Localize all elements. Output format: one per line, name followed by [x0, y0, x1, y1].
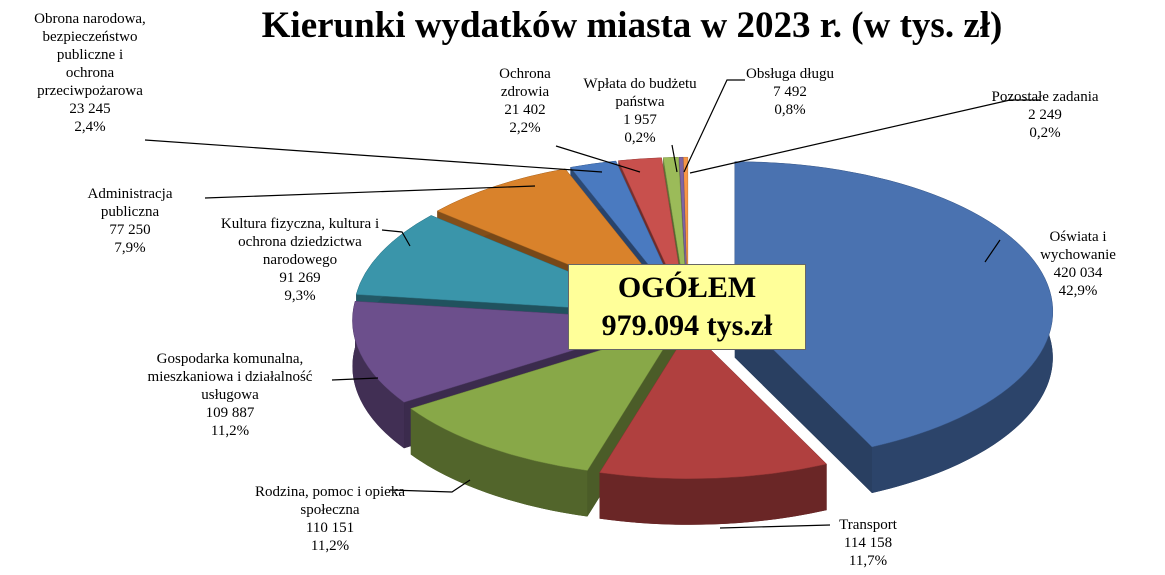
- percent-label: 42,9%: [1058, 283, 1098, 299]
- leader-line: [144, 139, 603, 173]
- category-name: Ochrona zdrowia: [499, 66, 551, 100]
- percent-label: 2,4%: [74, 119, 106, 135]
- slice-top: [410, 326, 678, 471]
- percent-label: 11,2%: [310, 538, 350, 554]
- total-value: 979.094 tys.zł: [601, 309, 773, 342]
- category-name: Wpłata do budżetu państwa: [583, 76, 697, 110]
- slice: [734, 161, 1054, 493]
- data-label: Oświata i wychowanie 420 034 42,9%: [1035, 228, 1122, 300]
- leader-line: [204, 185, 536, 199]
- slice-edge: [734, 311, 873, 493]
- value-label: 420 034: [1053, 265, 1103, 281]
- category-name: Oświata i wychowanie: [1040, 229, 1116, 263]
- category-name: Kultura fizyczna, kultura i ochrona dzie…: [220, 216, 380, 268]
- percent-label: 9,3%: [284, 288, 316, 304]
- slice-side: [352, 301, 405, 449]
- percent-label: 0,2%: [1029, 125, 1061, 141]
- value-label: 91 269: [279, 270, 321, 286]
- total-heading: OGÓŁEM: [617, 271, 757, 304]
- percent-label: 0,8%: [774, 102, 806, 118]
- chart-title: Kierunki wydatków miasta w 2023 r. (w ty…: [261, 5, 1003, 46]
- slice-top: [734, 161, 1054, 448]
- data-label: Wpłata do budżetu państwa 1 957 0,2%: [583, 75, 696, 147]
- percent-label: 0,2%: [624, 130, 656, 146]
- data-label: Ochrona zdrowia 21 402 2,2%: [499, 65, 551, 137]
- slice: [599, 328, 828, 525]
- leader-line: [381, 229, 411, 247]
- category-name: Transport: [839, 517, 897, 533]
- category-name: Gospodarka komunalna, mieszkaniowa i dzi…: [147, 351, 313, 403]
- value-label: 23 245: [69, 101, 111, 117]
- leader-line: [683, 79, 745, 173]
- category-name: Obsługa długu: [746, 66, 834, 82]
- leader-line: [389, 479, 471, 493]
- total-box: OGÓŁEM 979.094 tys.zł: [568, 264, 806, 350]
- value-label: 21 402: [504, 102, 546, 118]
- data-label: Gospodarka komunalna, mieszkaniowa i dzi…: [148, 350, 313, 440]
- value-label: 114 158: [843, 535, 893, 551]
- percent-label: 11,2%: [210, 423, 250, 439]
- percent-label: 2,2%: [509, 120, 541, 136]
- data-label: Rodzina, pomoc i opieka społeczna 110 151…: [255, 483, 405, 555]
- percent-label: 7,9%: [114, 240, 146, 256]
- slice-top: [599, 328, 828, 480]
- data-label: Pozostałe zadania 2 249 0,2%: [991, 88, 1098, 142]
- value-label: 7 492: [773, 84, 807, 100]
- data-label: Obrona narodowa, bezpieczeństwo publiczn…: [34, 10, 146, 136]
- value-label: 77 250: [109, 222, 151, 238]
- leader-line: [719, 524, 831, 529]
- value-label: 1 957: [623, 112, 657, 128]
- value-label: 109 887: [205, 405, 255, 421]
- leader-line: [555, 145, 641, 173]
- data-label: Administracja publiczna 77 250 7,9%: [88, 185, 173, 257]
- leader-line: [689, 99, 1040, 174]
- leader-line: [331, 377, 379, 381]
- slice-side: [410, 408, 588, 517]
- data-label: Kultura fizyczna, kultura i ochrona dzie…: [221, 215, 379, 305]
- category-name: Obrona narodowa, bezpieczeństwo publiczn…: [34, 11, 146, 99]
- value-label: 110 151: [305, 520, 355, 536]
- slice-side: [599, 464, 827, 525]
- category-name: Administracja publiczna: [87, 186, 173, 220]
- data-label: Transport 114 158 11,7%: [839, 516, 897, 570]
- percent-label: 11,7%: [848, 553, 888, 569]
- leader-line: [984, 239, 1001, 263]
- category-name: Rodzina, pomoc i opieka społeczna: [255, 484, 405, 518]
- category-name: Pozostałe zadania: [991, 89, 1099, 105]
- value-label: 2 249: [1028, 107, 1062, 123]
- data-label: Obsługa długu 7 492 0,8%: [746, 65, 834, 119]
- leader-line: [671, 144, 678, 173]
